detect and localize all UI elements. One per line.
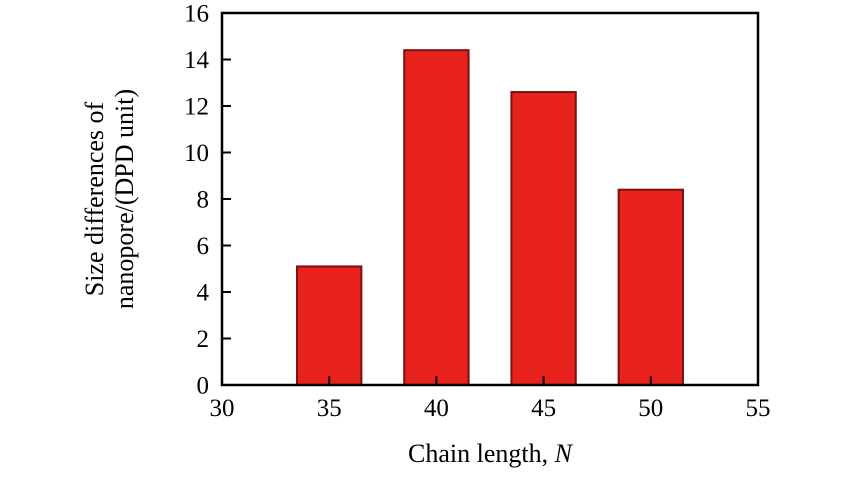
x-tick-label: 55	[746, 395, 771, 422]
x-axis-label-variable: N	[554, 439, 574, 468]
y-axis-label-line1: Size differences of	[80, 101, 109, 296]
tick-labels-group: 30 35 40 45 50 55 0 2 4 6 8 10 12 14 16	[184, 1, 771, 423]
x-tick-label: 50	[638, 395, 663, 422]
x-tick-label: 45	[531, 395, 556, 422]
y-tick-label: 4	[197, 280, 210, 307]
bar-35	[296, 265, 363, 386]
y-tick-label: 14	[184, 47, 210, 74]
y-tick-label: 10	[184, 140, 209, 167]
y-tick-label: 2	[197, 326, 210, 353]
x-tick-label: 35	[317, 395, 342, 422]
x-axis-label: Chain length, N	[408, 439, 574, 468]
y-axis-label-line2: nanopore/(DPD unit)	[110, 89, 139, 309]
y-tick-label: 6	[197, 233, 210, 260]
bars-group	[296, 49, 684, 387]
bar-45	[510, 91, 577, 387]
y-tick-label: 0	[197, 373, 210, 400]
y-tick-label: 16	[184, 1, 209, 28]
bar-40	[403, 49, 470, 386]
x-axis-label-text: Chain length,	[408, 439, 555, 468]
ticks-group	[221, 12, 759, 386]
bar-50	[617, 188, 684, 386]
y-tick-label: 8	[197, 187, 210, 214]
y-tick-label: 12	[184, 94, 209, 121]
x-tick-label: 40	[424, 395, 449, 422]
x-tick-label: 30	[210, 395, 235, 422]
